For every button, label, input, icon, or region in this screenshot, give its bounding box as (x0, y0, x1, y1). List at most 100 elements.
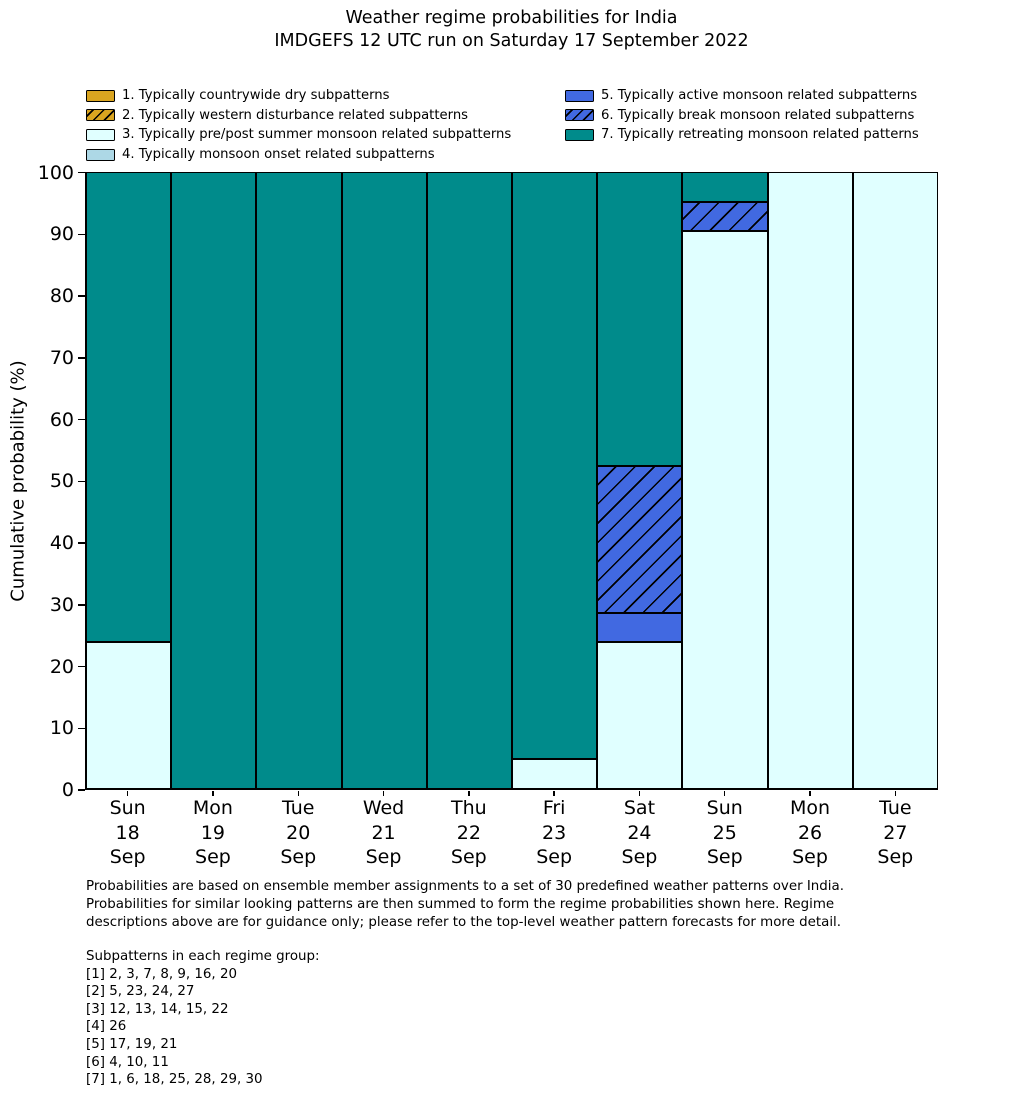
x-tick-label-line: Sat (623, 797, 656, 819)
subpattern-group-line: [5] 17, 19, 21 (86, 1036, 178, 1052)
x-tick-label: Mon 26 Sep (767, 796, 852, 870)
y-tick-label: 20 (49, 655, 74, 678)
legend-color-swatch (565, 89, 594, 102)
legend-item-label: 3. Typically pre/post summer monsoon rel… (122, 127, 512, 143)
y-tick-mark (77, 604, 85, 606)
x-tick-label-line: Sun (706, 797, 743, 819)
x-tick-mark (468, 790, 470, 796)
x-tick-label-line: Mon (192, 797, 233, 819)
x-tick-label-line: 20 (286, 821, 311, 844)
subpattern-group-line: [7] 1, 6, 18, 25, 28, 29, 30 (86, 1072, 263, 1088)
y-tick-mark (77, 172, 85, 174)
x-tick-label-line: Sun (109, 797, 146, 819)
legend-color-swatch (565, 109, 594, 122)
bar-thu-22-sep (426, 172, 513, 789)
footnote-paragraph: Probabilities are based on ensemble memb… (86, 878, 844, 933)
x-tick-mark (212, 790, 214, 796)
y-tick-label: 70 (49, 346, 74, 369)
x-tick-label: Thu 22 Sep (426, 796, 511, 870)
bar-tue-20-sep (256, 172, 342, 789)
legend-item-label: 4. Typically monsoon onset related subpa… (122, 147, 435, 163)
legend-item: 3. Typically pre/post summer monsoon rel… (86, 125, 511, 145)
legend-item: 4. Typically monsoon onset related subpa… (86, 145, 511, 165)
legend-color-swatch (86, 128, 115, 141)
legend-item: 6. Typically break monsoon related subpa… (565, 106, 919, 126)
legend-item: 5. Typically active monsoon related subp… (565, 86, 919, 106)
bar-segment-regime-6 (682, 201, 768, 232)
x-tick-mark (553, 790, 555, 796)
x-tick-label-line: 24 (627, 821, 652, 844)
bar-mon-26-sep (767, 172, 853, 789)
x-tick-mark (809, 790, 811, 796)
x-tick-mark (724, 790, 726, 796)
x-tick-label-line: 26 (797, 821, 823, 844)
subpattern-group-line: [2] 5, 23, 24, 27 (86, 984, 195, 1000)
x-tick-mark (382, 790, 385, 796)
chart-title: Weather regime probabilities for India I… (0, 7, 1023, 53)
legend-color-swatch (86, 109, 115, 122)
footnote-line: Probabilities for similar looking patter… (86, 897, 835, 913)
y-tick-mark (77, 295, 85, 297)
bar-segment-regime-7 (171, 172, 257, 789)
x-tick-label: Fri 23 Sep (512, 796, 597, 870)
subpattern-group-line: [3] 12, 13, 14, 15, 22 (86, 1001, 229, 1017)
x-tick-label: Sun 18 Sep (85, 796, 170, 870)
bar-sat-24-sep (597, 172, 683, 789)
bar-segment-regime-6 (597, 465, 683, 613)
x-tick-label-line: 23 (542, 821, 567, 844)
x-tick-label-line: Sep (877, 846, 914, 868)
footnote-line: descriptions above are for guidance only… (86, 915, 842, 931)
subpatterns-block: Subpatterns in each regime group: [1] 2,… (86, 948, 320, 1089)
bar-sun-18-sep (86, 172, 172, 789)
bar-segment-regime-7 (512, 172, 598, 760)
x-tick-label-line: Fri (542, 797, 566, 819)
x-tick-label-line: Sep (365, 846, 402, 868)
x-tick-label: Tue 20 Sep (256, 796, 341, 870)
bar-segment-regime-3 (597, 642, 683, 789)
x-tick-label-line: Sep (621, 846, 658, 868)
legend-item: 1. Typically countrywide dry subpatterns (86, 86, 511, 106)
subpatterns-title: Subpatterns in each regime group: (86, 949, 320, 964)
y-tick-label: 40 (49, 532, 74, 555)
bar-segment-regime-7 (682, 172, 768, 202)
y-tick-mark (77, 357, 85, 359)
x-tick-label-line: Sep (109, 846, 146, 868)
bar-segment-regime-7 (426, 172, 513, 789)
bar-tue-27-sep (852, 172, 939, 789)
bar-segment-regime-7 (86, 172, 172, 643)
legend-column-right: 5. Typically active monsoon related subp… (565, 86, 919, 145)
bar-wed-21-sep (341, 172, 427, 789)
subpattern-group-line: [1] 2, 3, 7, 8, 9, 16, 20 (86, 966, 237, 982)
chart-title-line1: Weather regime probabilities for India (345, 8, 678, 28)
x-tick-label-line: 22 (456, 821, 481, 844)
bar-sun-25-sep (682, 172, 768, 789)
bar-segment-regime-5 (597, 612, 683, 643)
x-tick-label-line: 21 (371, 821, 396, 844)
plot-area (85, 172, 939, 790)
y-tick-mark (77, 665, 85, 668)
x-tick-label: Wed 21 Sep (341, 796, 426, 870)
bar-segment-regime-7 (341, 172, 427, 789)
x-tick-label: Sun 25 Sep (682, 796, 767, 870)
legend-item-label: 1. Typically countrywide dry subpatterns (122, 88, 390, 104)
subpattern-group-line: [4] 26 (86, 1019, 127, 1035)
y-tick-label: 30 (49, 593, 74, 616)
chart-title-line2: IMDGEFS 12 UTC run on Saturday 17 Septem… (274, 31, 749, 51)
y-tick-label: 60 (49, 408, 74, 431)
legend-color-swatch (86, 89, 115, 102)
x-tick-label-line: Sep (195, 846, 231, 868)
x-tick-label-line: Sep (706, 846, 743, 868)
x-tick-mark (638, 790, 641, 796)
x-tick-label-line: 27 (883, 821, 908, 844)
y-tick-mark (77, 480, 85, 483)
x-tick-label-line: Tue (282, 797, 315, 819)
y-tick-label: 10 (49, 717, 74, 740)
legend-color-swatch (86, 148, 115, 161)
subpattern-lines: [1] 2, 3, 7, 8, 9, 16, 20 [2] 5, 23, 24, … (86, 966, 320, 1089)
bar-segment-regime-3 (767, 172, 853, 789)
y-tick-mark (77, 727, 85, 729)
x-tick-label-line: Thu (450, 797, 487, 819)
x-tick-label: Sat 24 Sep (597, 796, 682, 870)
x-tick-label-line: 18 (115, 821, 140, 844)
